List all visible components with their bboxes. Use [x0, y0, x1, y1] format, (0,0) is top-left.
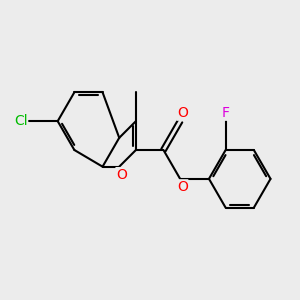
Text: F: F [222, 106, 230, 120]
Text: Cl: Cl [14, 114, 27, 128]
Text: O: O [177, 180, 188, 194]
Text: O: O [177, 106, 188, 120]
Text: O: O [116, 168, 127, 182]
